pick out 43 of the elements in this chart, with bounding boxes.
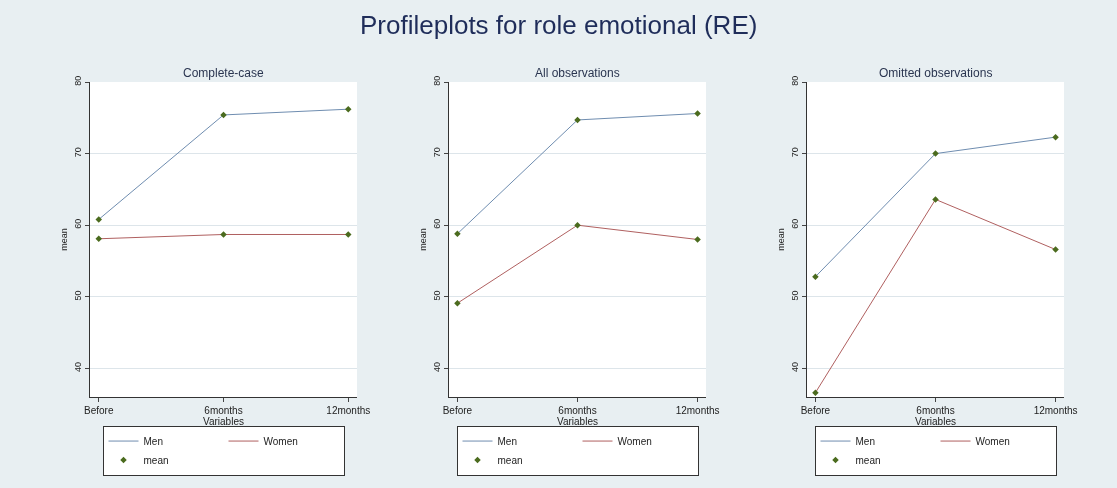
legend-label: Women (263, 435, 298, 447)
y-axis-title: mean (417, 228, 428, 251)
y-tick-label: 80 (790, 75, 801, 86)
y-axis-title: mean (58, 228, 69, 251)
chart-title: All observations (535, 66, 620, 80)
y-tick-label: 60 (73, 218, 84, 229)
x-tick-label: 12months (675, 405, 720, 416)
x-tick-label: 6months (204, 405, 243, 416)
x-tick-label: Before (442, 405, 473, 416)
legend-label: Men (143, 435, 163, 447)
legend-label: mean (497, 454, 523, 466)
y-tick-label: 70 (432, 147, 443, 158)
y-tick-label: 50 (790, 290, 801, 301)
x-tick-label: Before (84, 405, 114, 416)
y-tick-label: 70 (790, 147, 801, 158)
x-axis-title: Variables (203, 416, 244, 427)
chart-title: Complete-case (183, 66, 265, 80)
y-tick-label: 40 (432, 362, 443, 373)
x-axis-title: Variables (915, 416, 956, 427)
x-tick-label: 6months (916, 405, 955, 416)
y-tick-label: 40 (73, 362, 84, 373)
y-tick-label: 50 (73, 290, 84, 301)
x-axis-title: Variables (557, 416, 598, 427)
legend-label: Men (855, 435, 875, 447)
y-tick-label: 80 (432, 75, 443, 86)
y-tick-label: 60 (790, 218, 801, 229)
legend-label: Women (617, 435, 652, 447)
legend-label: mean (855, 454, 881, 466)
y-tick-label: 50 (432, 290, 443, 301)
text: Profileplots for role emotional (RE) (360, 10, 758, 40)
y-tick-label: 40 (790, 362, 801, 373)
x-tick-label: 6months (558, 405, 597, 416)
x-tick-label: 12months (326, 405, 371, 416)
chart-title: Omitted observations (879, 66, 993, 80)
y-tick-label: 60 (432, 218, 443, 229)
y-axis-title: mean (775, 228, 786, 251)
legend-label: mean (143, 454, 169, 466)
legend-label: Women (975, 435, 1010, 447)
x-tick-label: 12months (1033, 405, 1078, 416)
y-tick-label: 70 (73, 147, 84, 158)
y-tick-label: 80 (73, 75, 84, 86)
x-tick-label: Before (800, 405, 831, 416)
legend-label: Men (497, 435, 517, 447)
